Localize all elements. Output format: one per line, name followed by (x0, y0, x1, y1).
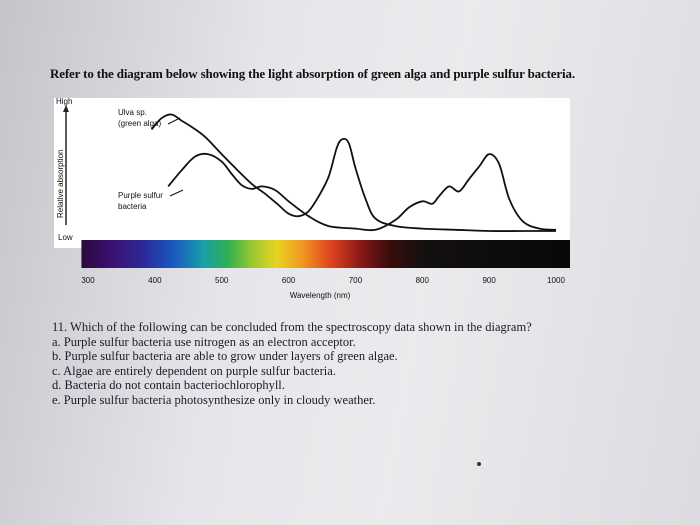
x-tick-label-600: 600 (282, 276, 296, 285)
option-c: c. Algae are entirely dependent on purpl… (52, 363, 336, 378)
y-axis-arrow (63, 105, 69, 112)
option-a: a. Purple sulfur bacteria use nitrogen a… (52, 334, 356, 349)
stray-dot (477, 462, 481, 466)
option-b: b. Purple sulfur bacteria are able to gr… (52, 349, 398, 364)
x-tick-label-500: 500 (215, 276, 229, 285)
ulva-absorption-line (150, 113, 556, 232)
question-stem: 11. Which of the following can be conclu… (52, 320, 532, 334)
y-high-label: High (56, 97, 72, 106)
question-block: 11. Which of the following can be conclu… (52, 320, 692, 408)
series-label-purple: Purple sulfur bacteria (118, 189, 184, 211)
x-tick-label-1000: 1000 (547, 276, 565, 285)
series-label-ulva: Ulva sp. (green alga) (118, 108, 181, 128)
x-tick-label-800: 800 (416, 276, 430, 285)
purple-sulfur-absorption-line (167, 152, 557, 232)
option-e: e. Purple sulfur bacteria photosynthesiz… (52, 392, 376, 407)
purple-label-line-1: Purple sulfur (118, 191, 163, 200)
ulva-label-line-2: (green alga) (118, 119, 161, 128)
x-tick-label-400: 400 (148, 276, 162, 285)
series-lines (150, 113, 557, 232)
ulva-label-pointer (167, 117, 181, 125)
y-axis: High Low Relative absorption (56, 97, 73, 242)
purple-label-line-2: bacteria (118, 202, 147, 211)
y-axis-label: Relative absorption (56, 150, 65, 218)
y-low-label: Low (58, 233, 73, 242)
x-tick-label-900: 900 (482, 276, 496, 285)
plot-area (54, 98, 570, 248)
x-tick-label-300: 300 (81, 276, 95, 285)
x-tick-labels: 300 400 500 600 700 800 900 1000 (81, 276, 565, 285)
x-axis-label: Wavelength (nm) (290, 291, 351, 300)
spectrum-color-bar (81, 240, 570, 268)
x-tick-label-700: 700 (349, 276, 363, 285)
instruction-header: Refer to the diagram below showing the l… (50, 66, 575, 81)
purple-label-pointer (169, 189, 184, 197)
option-d: d. Bacteria do not contain bacteriochlor… (52, 378, 285, 393)
absorption-chart: High Low Relative absorption 300 400 500 60… (54, 97, 570, 300)
ulva-label-line-1: Ulva sp. (118, 108, 147, 117)
